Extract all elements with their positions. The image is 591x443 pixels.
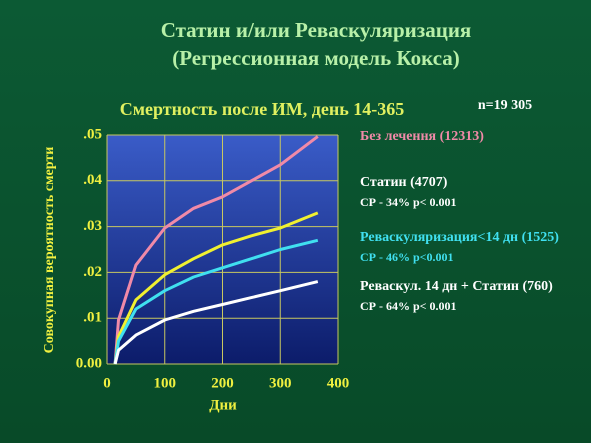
y-tick-label: .01 — [83, 310, 102, 326]
sample-size: n=19 305 — [478, 98, 532, 113]
series-line — [113, 280, 319, 365]
legend-entry: Статин (4707) — [360, 175, 448, 190]
y-tick-label: .05 — [83, 126, 102, 142]
y-axis-label: Совокупная вероятность смерти — [42, 147, 57, 354]
title: Статин и/или Реваскуляризация — [161, 18, 472, 42]
series-note: СР - 46% р<0.001 — [360, 250, 454, 264]
series-note: СР - 64% р< 0.001 — [360, 299, 457, 313]
y-tick-label: .03 — [83, 218, 102, 234]
x-axis-label: Дни — [209, 397, 237, 413]
series-line — [113, 211, 319, 365]
legend-entry: Реваскуляризация<14 дн (1525) — [360, 230, 559, 245]
y-tick-label: .02 — [83, 264, 102, 280]
legend-entry: Реваскул. 14 дн + Статин (760) — [360, 279, 553, 294]
subtitle: (Регрессионная модель Кокса) — [172, 46, 460, 70]
chart-title: Смертность после ИМ, день 14-365 — [120, 99, 405, 119]
legend-entry: Без лечення (12313) — [360, 129, 484, 144]
series-line — [113, 238, 319, 365]
x-tick-label: 400 — [327, 375, 350, 391]
x-tick-label: 200 — [211, 375, 234, 391]
series-line — [113, 135, 319, 365]
series-note: СР - 34% р< 0.001 — [360, 195, 457, 209]
x-tick-label: 100 — [154, 375, 177, 391]
x-tick-label: 0 — [103, 375, 111, 391]
y-tick-label: 0.00 — [76, 355, 102, 371]
x-tick-label: 300 — [269, 375, 292, 391]
y-tick-label: .04 — [83, 172, 102, 188]
